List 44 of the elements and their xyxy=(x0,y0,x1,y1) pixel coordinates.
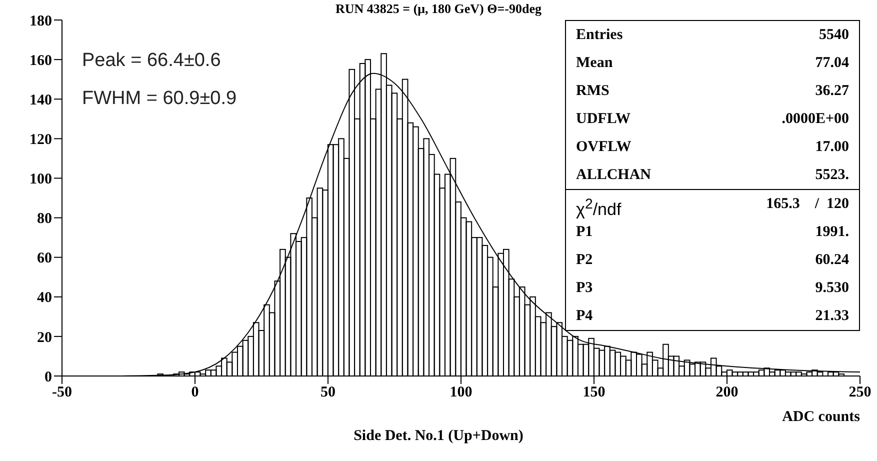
y-tick-label: 100 xyxy=(30,172,52,188)
annotation: 21.33 xyxy=(815,307,849,326)
annotation: RMS xyxy=(576,83,610,99)
annotation: FWHM = 60.9±0.9 xyxy=(82,88,237,110)
annotation: P4 xyxy=(576,308,593,324)
annotation: 9.530 xyxy=(815,279,849,298)
annotation: 60.24 xyxy=(815,251,849,270)
chart-title: RUN 43825 = (μ, 180 GeV) Θ=-90deg xyxy=(336,1,542,16)
annotation: 5540 xyxy=(819,26,849,45)
annotation: Peak = 66.4±0.6 xyxy=(82,50,221,72)
y-tick-label: 180 xyxy=(30,13,52,30)
annotation: 17.00 xyxy=(815,138,849,157)
y-tick-label: 60 xyxy=(37,250,52,267)
x-tick-label: 200 xyxy=(716,384,738,401)
annotation: 5523. xyxy=(815,166,849,185)
y-tick-label: 120 xyxy=(30,132,52,148)
y-tick-label: 140 xyxy=(30,92,52,108)
annotation: 36.27 xyxy=(815,82,849,101)
annotation: UDFLW xyxy=(576,111,630,127)
annotation: 1991. xyxy=(815,223,849,242)
x-tick-label: 0 xyxy=(191,384,199,401)
annotation: χ$^{2}$/ndf xyxy=(576,196,622,219)
annotation: Entries xyxy=(576,27,623,43)
annotation: OVFLW xyxy=(576,139,632,155)
x-tick-label: 150 xyxy=(582,384,606,401)
annotation: 165.3 / 120 xyxy=(766,195,849,214)
x-axis-title: ADC counts xyxy=(782,409,860,426)
annotation: 77.04 xyxy=(815,54,849,73)
annotation: Mean xyxy=(576,55,613,71)
annotation: P2 xyxy=(576,252,593,268)
y-tick-label: 160 xyxy=(30,52,52,69)
y-tick-label: 40 xyxy=(37,290,52,306)
y-tick-label: 0 xyxy=(44,369,52,386)
x-tick-label: -50 xyxy=(52,384,72,401)
annotation: P3 xyxy=(576,280,593,296)
text: Side Det. No.1 (Up+Down) xyxy=(352,428,524,445)
annotation: P1 xyxy=(576,224,593,240)
x-tick-label: 50 xyxy=(320,384,336,401)
y-tick-label: 20 xyxy=(37,330,52,346)
y-tick-label: 80 xyxy=(37,211,52,228)
annotation: ALLCHAN xyxy=(576,167,652,183)
annotation: .0000E+00 xyxy=(782,110,849,129)
x-tick-label: 100 xyxy=(450,384,472,401)
x-tick-label: 250 xyxy=(848,384,872,401)
